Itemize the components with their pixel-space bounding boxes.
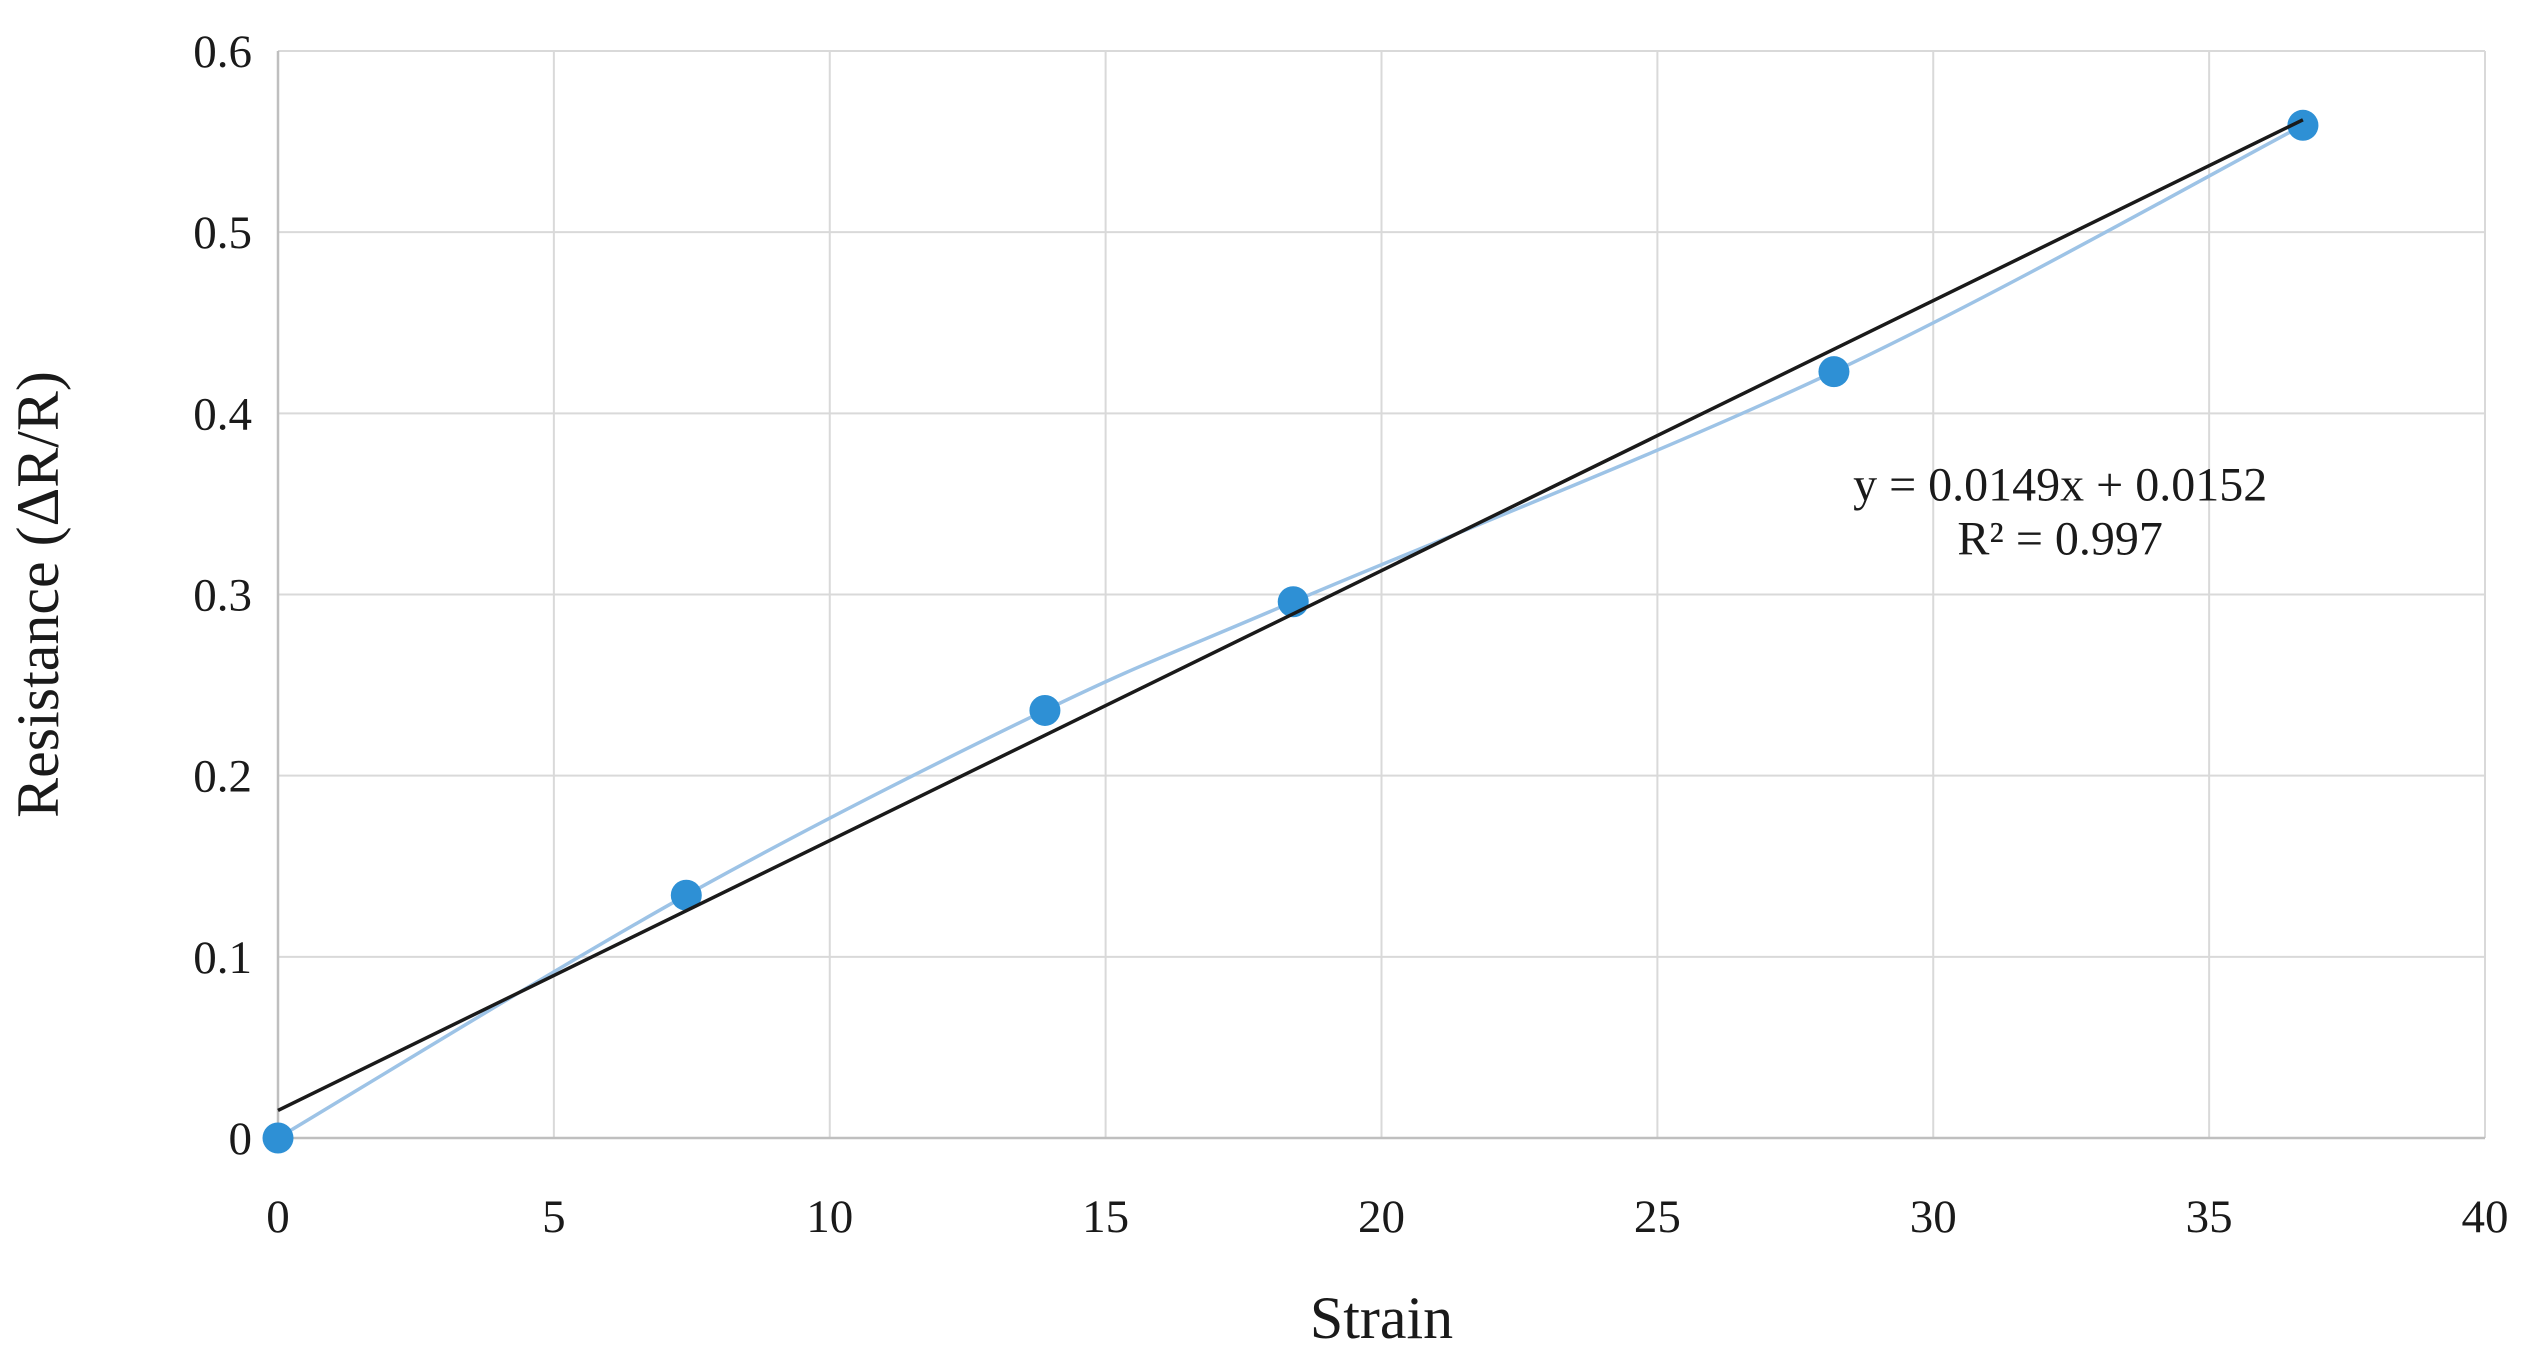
y-tick-label: 0.3 [193,570,252,622]
data-series [262,109,2319,1154]
x-tick-label: 25 [1634,1191,1681,1243]
y-tick-label: 0 [229,1113,253,1165]
trendline-r-squared-label: R² = 0.997 [1957,513,2162,566]
x-tick-label: 40 [2462,1191,2509,1243]
x-axis-tick-labels: 0 5 10 15 20 25 30 35 40 [266,1191,2508,1243]
x-tick-label: 0 [266,1191,290,1243]
y-tick-label: 0.6 [193,26,252,78]
data-point-marker [1818,356,1850,388]
x-tick-label: 30 [1910,1191,1957,1243]
x-tick-label: 35 [2186,1191,2233,1243]
data-point-marker [262,1122,294,1154]
y-tick-label: 0.4 [193,388,252,440]
data-point-marker [1029,694,1061,726]
x-tick-label: 15 [1082,1191,1129,1243]
y-axis-tick-labels: 0 0.1 0.2 0.3 0.4 0.5 0.6 [193,26,252,1165]
data-point-marker [2287,109,2319,141]
y-tick-label: 0.1 [193,932,252,984]
series-line [277,123,2304,1140]
x-tick-label: 20 [1358,1191,1405,1243]
axis-lines [276,51,2485,1140]
linear-trendline [277,118,2304,1113]
y-tick-label: 0.2 [193,751,252,803]
y-axis-title: Resistance (ΔR/R) [5,371,71,818]
x-tick-label: 10 [806,1191,853,1243]
data-point-marker [670,879,702,911]
y-tick-label: 0.5 [193,207,252,259]
x-axis-title: Strain [1310,1285,1453,1351]
trendline-equation-label: y = 0.0149x + 0.0152 [1853,458,2267,511]
gridlines [277,50,2486,1139]
x-tick-label: 5 [542,1191,566,1243]
trendline [277,118,2304,1113]
